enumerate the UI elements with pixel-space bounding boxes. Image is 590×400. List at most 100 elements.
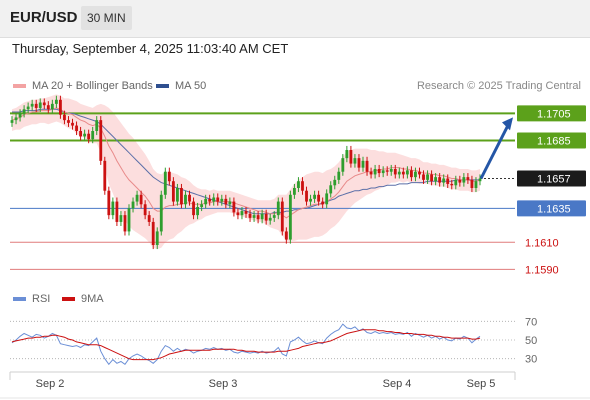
candle-body — [139, 194, 143, 205]
chart-datetime: Thursday, September 4, 2025 11:03:40 AM … — [12, 41, 289, 56]
candle-body — [180, 188, 183, 205]
candle-body — [272, 215, 276, 218]
candle-body — [22, 109, 26, 114]
x-label-Sep-4: Sep 4 — [383, 378, 412, 390]
candle-body — [63, 114, 66, 121]
candle-body — [337, 171, 341, 180]
rsi-swatch — [13, 297, 26, 302]
candle-body — [14, 117, 18, 121]
bollinger-band — [12, 94, 480, 250]
candle-body — [71, 122, 74, 126]
candle-body — [18, 113, 22, 118]
top-bar: EUR/USD 30 MIN — [0, 0, 590, 38]
candle-body — [208, 198, 212, 202]
candle-body — [434, 177, 438, 182]
candle-body — [341, 158, 345, 172]
ma20-swatch — [13, 84, 26, 89]
candle-body — [34, 103, 38, 108]
legend-ma50: MA 50 — [156, 80, 206, 92]
candle-body — [410, 170, 413, 178]
candle-body — [357, 158, 361, 168]
candle-body — [256, 215, 260, 220]
candle-body — [248, 213, 252, 218]
candle-body — [369, 171, 373, 175]
x-label-Sep-3: Sep 3 — [209, 378, 238, 390]
candle-body — [365, 160, 369, 172]
candle-body — [135, 194, 139, 202]
legend-ma9: 9MA — [62, 293, 104, 305]
candle-body — [345, 150, 349, 159]
candle-body — [155, 231, 159, 245]
rsi-ma9-line — [11, 329, 481, 361]
candle-body — [30, 103, 34, 107]
candle-body — [405, 170, 409, 175]
candle-body — [79, 131, 82, 137]
candle-body — [373, 169, 377, 175]
candle-body — [220, 198, 224, 202]
candle-body — [46, 105, 50, 110]
candle-body — [54, 99, 58, 104]
current-price-badge — [517, 170, 586, 187]
candle-body — [446, 178, 450, 184]
candle-body — [438, 177, 442, 183]
x-label-Sep-2: Sep 2 — [36, 378, 65, 390]
candle-body — [26, 106, 30, 110]
candle-body — [224, 198, 228, 205]
level-badge-1.1635 — [517, 200, 586, 217]
candle-body — [454, 179, 458, 186]
candle-body — [107, 190, 111, 216]
level-badge-1.1685 — [517, 132, 586, 149]
level-label-1.1635: 1.1635 — [537, 203, 571, 215]
candle-body — [236, 212, 240, 216]
candle-body — [171, 181, 175, 202]
symbol-label: EUR/USD — [10, 9, 78, 26]
candle-body — [212, 197, 216, 202]
candle-body — [381, 170, 385, 174]
candle-body — [264, 213, 268, 221]
candle-body — [131, 201, 135, 209]
ma50-swatch — [156, 84, 169, 89]
rsi-tick-70: 70 — [525, 316, 537, 328]
candle-body — [401, 171, 405, 175]
candle-body — [75, 125, 78, 131]
level-label-1.1705: 1.1705 — [537, 108, 571, 120]
forecast-arrow — [479, 122, 511, 180]
candle-body — [188, 194, 191, 202]
candle-body — [422, 174, 425, 180]
candle-body — [325, 193, 329, 205]
candle-body — [59, 99, 62, 115]
candle-body — [216, 197, 220, 202]
candle-body — [389, 169, 393, 172]
rsi-tick-50: 50 — [525, 335, 537, 347]
candle-body — [192, 201, 195, 216]
candle-body — [95, 120, 99, 131]
candle-body — [127, 208, 131, 232]
candle-body — [470, 179, 474, 188]
candle-body — [38, 102, 42, 108]
ma9-swatch — [62, 297, 75, 302]
rsi-tick-30: 30 — [525, 354, 537, 366]
level-label-1.1590: 1.1590 — [525, 264, 559, 276]
candle-body — [478, 178, 482, 182]
candle-body — [313, 194, 316, 199]
candle-body — [353, 158, 357, 164]
candle-body — [426, 174, 429, 180]
candle-body — [151, 221, 155, 245]
candle-body — [309, 198, 312, 202]
level-badge-1.1705 — [517, 105, 586, 122]
candle-body — [301, 181, 304, 191]
candle-body — [293, 188, 296, 195]
timeframe-badge[interactable]: 30 MIN — [81, 6, 132, 30]
candle-body — [91, 131, 95, 140]
candle-body — [143, 204, 147, 216]
candle-body — [276, 201, 280, 216]
candle-body — [430, 174, 433, 182]
legend-ma20-label: MA 20 + Bollinger Bands — [32, 80, 153, 92]
candle-body — [321, 201, 325, 205]
candle-body — [442, 178, 446, 183]
candle-body — [228, 201, 232, 205]
candle-body — [288, 194, 292, 240]
candle-body — [232, 201, 236, 213]
legend-ma20: MA 20 + Bollinger Bands — [13, 80, 153, 92]
